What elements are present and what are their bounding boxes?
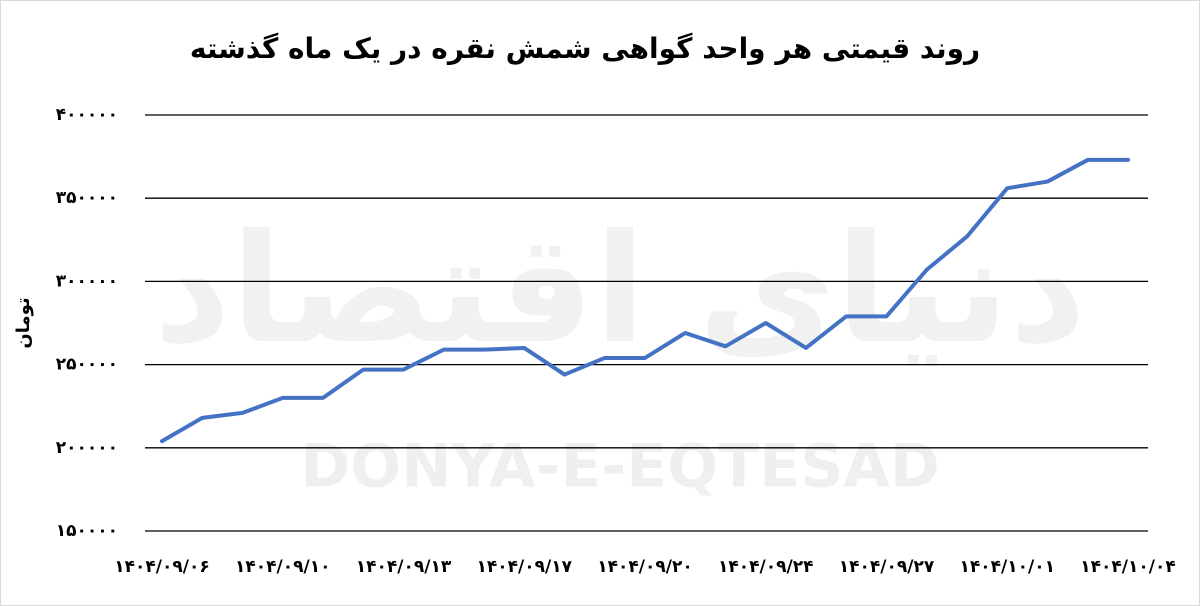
y-tick-label: ۲۵۰۰۰۰ [56, 355, 118, 375]
x-tick-label: ۱۴۰۴/۰۹/۱۳ [356, 557, 452, 577]
line-series [160, 157, 1130, 444]
chart-title: روند قیمتی هر واحد گواهی شمش نقره در یک … [190, 32, 980, 65]
x-tick-label: ۱۴۰۴/۱۰/۰۱ [960, 557, 1055, 577]
x-tick-label: ۱۴۰۴/۰۹/۱۷ [477, 557, 573, 577]
y-tick-label: ۲۰۰۰۰۰ [56, 438, 118, 458]
y-axis-label: تومان [13, 297, 34, 348]
watermark: دنیای اقتصاد [154, 203, 1087, 377]
x-tick-label: ۱۴۰۴/۰۹/۱۰ [235, 557, 330, 577]
y-tick-label: ۳۵۰۰۰۰ [56, 188, 118, 208]
watermark: DONYA-E-EQTESAD [300, 432, 939, 502]
y-tick-label: ۴۰۰۰۰۰ [56, 105, 118, 125]
x-tick-label: ۱۴۰۴/۰۹/۰۶ [114, 557, 209, 577]
x-tick-label: ۱۴۰۴/۱۰/۰۴ [1080, 557, 1175, 577]
y-tick-label: ۱۵۰۰۰۰ [56, 521, 118, 541]
x-tick-label: ۱۴۰۴/۰۹/۲۴ [718, 557, 813, 577]
x-tick-label: ۱۴۰۴/۰۹/۲۰ [597, 557, 692, 577]
y-tick-label: ۳۰۰۰۰۰ [56, 271, 118, 291]
x-tick-label: ۱۴۰۴/۰۹/۲۷ [839, 557, 935, 577]
